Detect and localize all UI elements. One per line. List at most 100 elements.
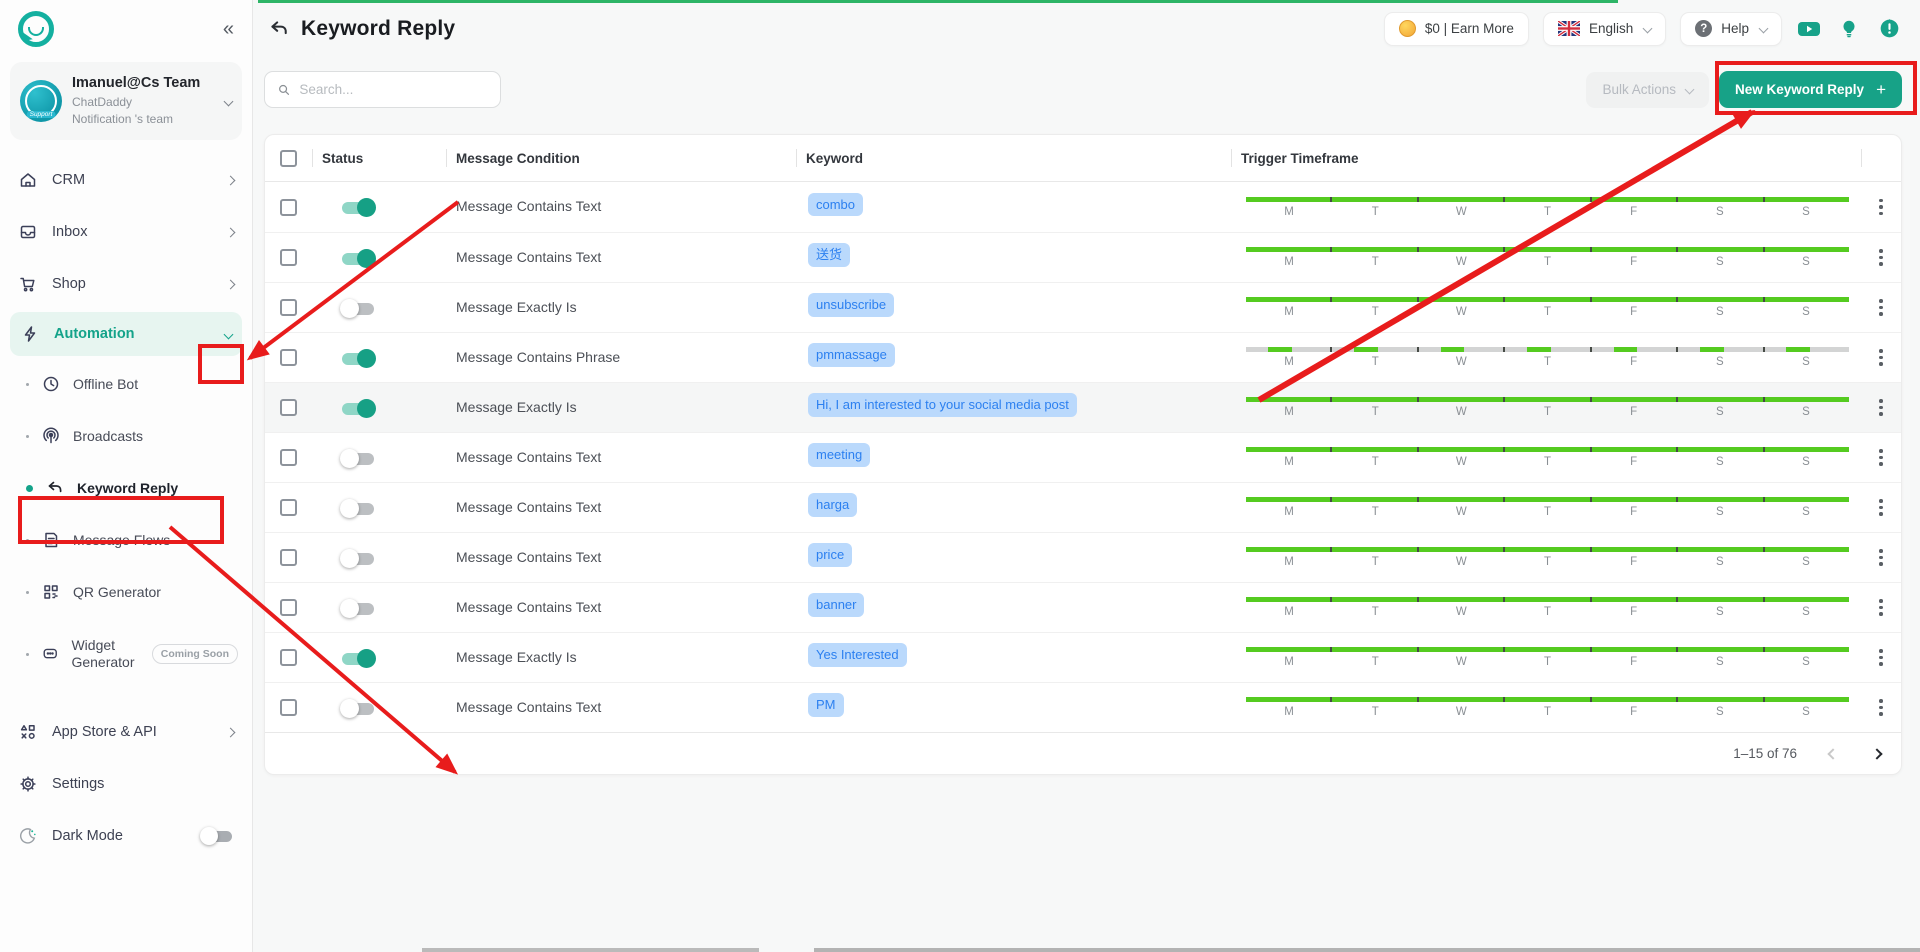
- timeframe-day-label: S: [1802, 306, 1810, 318]
- row-checkbox[interactable]: [280, 399, 297, 416]
- previous-page-icon[interactable]: [1825, 742, 1841, 765]
- sidebar-item-app-store-api[interactable]: App Store & API: [0, 706, 252, 758]
- timeframe-day-label: W: [1455, 606, 1467, 618]
- select-all-checkbox[interactable]: [280, 149, 297, 167]
- row-menu-icon[interactable]: [1861, 645, 1901, 670]
- timeframe-day-segment: [1591, 697, 1679, 702]
- search-input[interactable]: [299, 82, 488, 97]
- team-switcher[interactable]: Imanuel@Cs Team ChatDaddy Notification '…: [10, 62, 242, 141]
- sidebar-item-automation[interactable]: Automation: [10, 312, 242, 357]
- wallet-button[interactable]: $0 | Earn More: [1383, 11, 1529, 46]
- timeframe-day-segment: [1591, 196, 1679, 202]
- chevron-right-icon: [225, 227, 236, 237]
- timeframe-day-label: W: [1455, 556, 1467, 568]
- trigger-timeframe-bar: [1246, 347, 1849, 352]
- sidebar-item-broadcasts[interactable]: Broadcasts: [0, 410, 252, 462]
- timeframe-day-label: T: [1371, 706, 1379, 718]
- language-selector[interactable]: English: [1542, 11, 1667, 46]
- keyword-chip: 送货: [808, 243, 851, 267]
- gear-icon: [20, 776, 36, 792]
- timeframe-day-label: S: [1802, 606, 1810, 618]
- row-menu-icon[interactable]: [1861, 445, 1901, 470]
- timeframe-day-segment: [1764, 297, 1849, 302]
- row-menu-icon[interactable]: [1861, 545, 1901, 570]
- bulk-actions-button[interactable]: Bulk Actions: [1586, 71, 1710, 108]
- sidebar-item-crm[interactable]: CRM: [0, 154, 252, 206]
- timeframe-day-segment: [1246, 497, 1333, 502]
- row-checkbox[interactable]: [280, 449, 297, 466]
- bullet-icon: [26, 652, 29, 656]
- message-condition: Message Contains Text: [456, 698, 602, 715]
- row-menu-icon[interactable]: [1861, 695, 1901, 720]
- row-checkbox[interactable]: [280, 299, 297, 316]
- row-menu-icon[interactable]: [1861, 395, 1901, 420]
- new-keyword-reply-button[interactable]: New Keyword Reply +: [1719, 71, 1902, 108]
- timeframe-day-segment: [1332, 247, 1419, 252]
- timeframe-day-segment: [1591, 647, 1679, 652]
- row-checkbox[interactable]: [280, 699, 297, 716]
- sidebar-item-offline-bot[interactable]: Offline Bot: [0, 358, 252, 410]
- sidebar-item-keyword-reply[interactable]: Keyword Reply: [0, 462, 252, 514]
- row-menu-icon[interactable]: [1861, 295, 1901, 320]
- row-checkbox[interactable]: [280, 198, 297, 216]
- row-checkbox[interactable]: [280, 499, 297, 516]
- timeframe-day-segment: [1505, 647, 1592, 652]
- timeframe-day-segment: [1764, 547, 1849, 552]
- sidebar-item-label: App Store & API: [52, 724, 157, 741]
- user-org: ChatDaddy: [72, 94, 133, 109]
- timeframe-day-segment: [1418, 647, 1506, 652]
- timeframe-day-segment: [1246, 397, 1333, 402]
- timeframe-day-label: F: [1630, 706, 1638, 718]
- row-menu-icon[interactable]: [1861, 195, 1901, 220]
- timeframe-day-segment: [1332, 397, 1419, 402]
- help-menu[interactable]: ? Help: [1680, 11, 1782, 46]
- timeframe-day-label: M: [1284, 706, 1294, 718]
- table-row: Message Contains Text harga M T W T F S S: [265, 482, 1901, 532]
- plus-icon: +: [1876, 79, 1886, 99]
- keyword-chip: Hi, I am interested to your social media…: [808, 393, 1077, 417]
- sidebar-item-inbox[interactable]: Inbox: [0, 206, 252, 258]
- timeframe-day-label: F: [1630, 656, 1638, 668]
- trigger-timeframe-bar: [1246, 397, 1849, 402]
- row-menu-icon[interactable]: [1861, 595, 1901, 620]
- lightbulb-icon[interactable]: [1836, 16, 1862, 42]
- message-condition: Message Contains Text: [456, 548, 602, 565]
- sidebar-item-label: Keyword Reply: [77, 480, 179, 497]
- timeframe-day-label: T: [1543, 456, 1551, 468]
- sidebar-item-label: Inbox: [52, 224, 88, 241]
- row-checkbox[interactable]: [280, 249, 297, 266]
- row-menu-icon[interactable]: [1861, 245, 1901, 270]
- row-checkbox[interactable]: [280, 349, 297, 366]
- trigger-timeframe-bar: [1246, 196, 1849, 202]
- timeframe-day-label: M: [1284, 656, 1294, 668]
- row-menu-icon[interactable]: [1861, 495, 1901, 520]
- timeframe-day-segment: [1246, 247, 1333, 252]
- sidebar-collapse-icon[interactable]: «: [222, 18, 234, 40]
- row-menu-icon[interactable]: [1861, 345, 1901, 370]
- table-row: Message Exactly Is Yes Interested M T W T F S…: [265, 632, 1901, 682]
- alert-badge-icon[interactable]: [1876, 16, 1902, 42]
- sidebar: « Imanuel@Cs Team ChatDaddy Notification…: [0, 0, 253, 952]
- timeframe-day-segment: [1591, 297, 1679, 302]
- sidebar-item-widget-generator[interactable]: Widget Generator Coming Soon: [0, 618, 252, 690]
- timeframe-day-label: S: [1715, 506, 1724, 518]
- sidebar-item-settings[interactable]: Settings: [0, 758, 252, 810]
- row-checkbox[interactable]: [280, 649, 297, 666]
- uk-flag-icon: [1557, 21, 1580, 36]
- timeframe-day-label: S: [1715, 306, 1724, 318]
- timeframe-day-segment: [1591, 597, 1679, 602]
- next-page-icon[interactable]: [1869, 742, 1885, 765]
- table-row: Message Contains Text combo M T W T F S S: [265, 182, 1901, 232]
- row-checkbox[interactable]: [280, 599, 297, 616]
- timeframe-day-segment: [1505, 597, 1592, 602]
- search-box[interactable]: [264, 71, 501, 108]
- row-checkbox[interactable]: [280, 549, 297, 566]
- dark-mode-toggle[interactable]: [200, 826, 234, 845]
- sidebar-item-qr-generator[interactable]: QR Generator: [0, 566, 252, 618]
- sidebar-item-message-flows[interactable]: Message Flows: [0, 514, 252, 566]
- table-row: Message Contains Phrase pmmassage M T W T F S…: [265, 332, 1901, 382]
- youtube-icon[interactable]: [1796, 16, 1822, 42]
- sidebar-item-shop[interactable]: Shop: [0, 258, 252, 310]
